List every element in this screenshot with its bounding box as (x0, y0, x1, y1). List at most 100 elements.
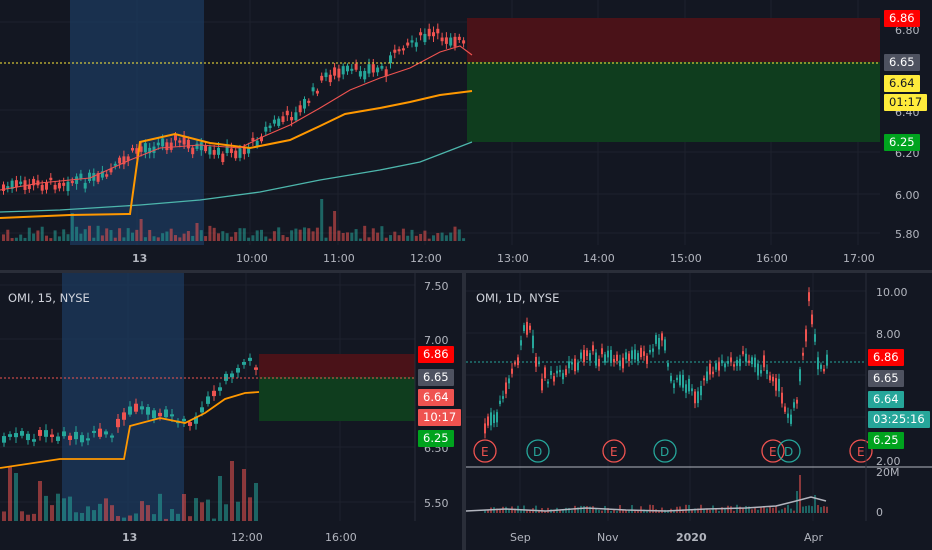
price-candle (268, 125, 272, 129)
price-candle (165, 142, 169, 151)
volume-bar (367, 237, 371, 241)
price-candle (354, 63, 358, 70)
volume-bar (113, 237, 117, 241)
daily-candle (727, 361, 729, 364)
chart-legend[interactable]: OMI, 15, NYSE (8, 291, 90, 305)
volume-bar (66, 234, 70, 241)
volume-bar (393, 231, 397, 241)
price-candle (156, 142, 160, 146)
daily-candle (625, 352, 627, 360)
daily-candle (811, 314, 813, 325)
price-candle (80, 435, 84, 443)
main-chart-pane[interactable]: 6.80 6.40 6.20 6.00 5.80 13 10:00 11:00 … (0, 0, 932, 270)
bottom-left-time-axis: 13 12:00 16:00 (122, 531, 357, 544)
daily-candle (556, 370, 558, 374)
price-candle (146, 407, 150, 415)
price-candle (307, 100, 311, 103)
volume-bar (56, 493, 60, 521)
volume-bar (208, 225, 212, 241)
price-tick: 7.50 (424, 280, 449, 293)
daily-volume-bar (649, 504, 651, 513)
price-candle (135, 148, 139, 154)
volume-bar (134, 513, 138, 521)
price-candle (140, 406, 144, 410)
price-candle (100, 171, 104, 178)
daily-volume-bar (601, 510, 603, 513)
earnings-event-marker: E (602, 439, 626, 463)
bottom-right-chart-canvas[interactable]: E D E D E D E 10.00 8.00 2.00 20M 0 Sep … (466, 273, 932, 550)
daily-volume-bar (715, 509, 717, 513)
daily-volume-bar (529, 510, 531, 513)
daily-candle (550, 370, 552, 376)
volume-bar (44, 495, 48, 521)
volume-bar (444, 235, 448, 241)
bottom-right-chart-pane[interactable]: E D E D E D E 10.00 8.00 2.00 20M 0 Sep … (466, 273, 932, 550)
volume-bar (68, 496, 72, 521)
daily-candle (667, 363, 669, 367)
price-candle (62, 431, 66, 437)
stop-price-tag: 6.86 (418, 346, 454, 363)
time-tick: Sep (510, 531, 531, 544)
volume-bar (32, 513, 36, 521)
bottom-left-volume-bars (2, 461, 258, 521)
volume-bar (170, 509, 174, 521)
volume-bar (152, 236, 156, 241)
time-tick: Nov (597, 531, 619, 544)
price-candle (427, 28, 431, 37)
price-candle (440, 37, 444, 42)
price-candle (320, 75, 324, 81)
daily-volume-bar (598, 510, 600, 513)
bottom-left-chart-canvas[interactable]: 7.50 7.00 6.50 5.50 13 12:00 16:00 (0, 273, 462, 550)
daily-volume-bar (520, 510, 522, 513)
daily-candle (655, 335, 657, 344)
daily-candle (808, 292, 810, 302)
daily-volume-bar (610, 510, 612, 513)
vwap-line (0, 391, 260, 469)
dividend-event-marker: D (653, 439, 677, 463)
vertical-pane-divider[interactable] (462, 273, 466, 550)
volume-bar (427, 238, 431, 241)
price-candle (109, 168, 113, 173)
price-candle (178, 140, 182, 143)
daily-volume-bar (637, 510, 639, 513)
daily-candle (592, 345, 594, 352)
price-candle (248, 357, 252, 361)
volume-bar (164, 518, 168, 521)
price-tick: 6.80 (895, 24, 920, 37)
daily-candle (595, 352, 597, 366)
bottom-left-candles (2, 353, 258, 447)
main-candles (2, 23, 466, 196)
volume-bar (156, 237, 160, 241)
price-candle (57, 182, 61, 189)
price-candle (49, 177, 53, 181)
price-candle (371, 64, 375, 73)
daily-volume-bar (781, 509, 783, 513)
price-candle (212, 150, 216, 155)
bottom-left-chart-pane[interactable]: 7.50 7.00 6.50 5.50 13 12:00 16:00 OMI, … (0, 273, 462, 550)
volume-bar (70, 213, 74, 241)
volume-bar (86, 506, 90, 521)
svg-text:E: E (481, 445, 489, 459)
volume-bar (320, 199, 324, 241)
volume-bar (176, 513, 180, 521)
time-tick: 10:00 (236, 252, 268, 265)
volume-bar (333, 211, 337, 241)
daily-volume-bar (643, 509, 645, 513)
daily-candle (736, 360, 738, 366)
chart-legend[interactable]: OMI, 1D, NYSE (476, 291, 560, 305)
daily-candle (562, 373, 564, 380)
time-tick: 15:00 (670, 252, 702, 265)
daily-volume-bar (826, 506, 828, 513)
horizontal-pane-divider[interactable] (0, 270, 932, 273)
price-candle (444, 37, 448, 44)
price-candle (195, 143, 199, 149)
volume-bar (358, 238, 362, 241)
daily-candle (565, 369, 567, 376)
daily-candle (697, 391, 699, 404)
daily-candle (700, 385, 702, 396)
premarket-session-highlight (70, 0, 204, 245)
earnings-event-marker: E (473, 439, 497, 463)
price-candle (139, 146, 143, 152)
volume-bar (380, 226, 384, 241)
main-chart-canvas[interactable]: 6.80 6.40 6.20 6.00 5.80 13 10:00 11:00 … (0, 0, 932, 270)
